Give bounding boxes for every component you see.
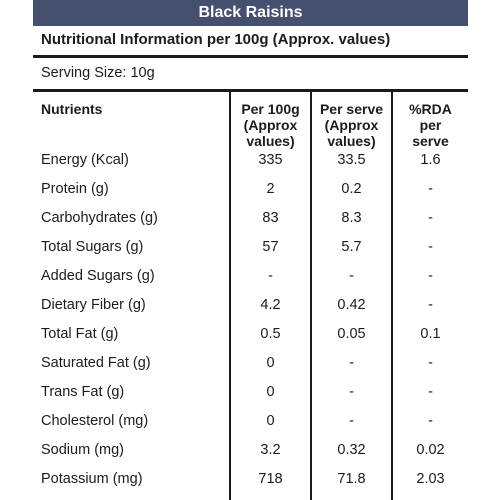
value-per-serve: 0.05 — [337, 325, 366, 342]
table-row: Protein (g) 2 0.2 - — [33, 174, 468, 203]
header-nutrients-label: Nutrients — [41, 101, 103, 117]
header-rda-line3: serve — [412, 133, 449, 149]
value-per-serve: 71.8 — [337, 470, 366, 487]
value-rda: 0.1 — [420, 325, 441, 342]
value-per-serve: 0.2 — [341, 180, 362, 197]
header-rda-line1: %RDA — [409, 101, 452, 117]
nutrient-name: Protein (g) — [41, 180, 109, 197]
value-per-100g: 0 — [266, 354, 275, 371]
nutrient-name: Trans Fat (g) — [41, 383, 125, 400]
value-per-serve: 33.5 — [337, 151, 366, 168]
value-per-100g: 4.2 — [260, 296, 281, 313]
nutrient-name: Added Sugars (g) — [41, 267, 155, 284]
header-per-serve-line2: (Approx — [324, 117, 379, 133]
value-per-100g: 0.5 — [260, 325, 281, 342]
column-divider-3 — [391, 92, 393, 500]
column-divider-1 — [229, 92, 231, 500]
rule-table-top — [33, 89, 468, 92]
value-rda: - — [428, 383, 433, 400]
table-row: Carbohydrates (g) 83 8.3 - — [33, 203, 468, 232]
value-per-100g: - — [268, 267, 273, 284]
value-per-100g: 0 — [266, 383, 275, 400]
serving-size: Serving Size: 10g — [41, 65, 155, 81]
nutrient-name: Sodium (mg) — [41, 441, 124, 458]
nutrient-name: Carbohydrates (g) — [41, 209, 158, 226]
value-per-100g: 3.2 — [260, 441, 281, 458]
nutrient-name: Dietary Fiber (g) — [41, 296, 146, 313]
product-title: Black Raisins — [33, 0, 468, 26]
value-per-100g: 83 — [262, 209, 279, 226]
header-rda: %RDA per serve — [393, 101, 468, 149]
value-per-serve: - — [349, 267, 354, 284]
table-row: Dietary Fiber (g) 4.2 0.42 - — [33, 290, 468, 319]
column-divider-2 — [310, 92, 312, 500]
value-rda: - — [428, 238, 433, 255]
value-rda: - — [428, 354, 433, 371]
header-per-100g-line1: Per 100g — [241, 101, 300, 117]
nutrient-name: Cholesterol (mg) — [41, 412, 149, 429]
nutrient-name: Total Sugars (g) — [41, 238, 144, 255]
table-row: Trans Fat (g) 0 - - — [33, 377, 468, 406]
value-per-serve: 0.32 — [337, 441, 366, 458]
table-row: Sodium (mg) 3.2 0.32 0.02 — [33, 435, 468, 464]
value-rda: - — [428, 180, 433, 197]
value-per-100g: 0 — [266, 412, 275, 429]
header-per-100g-line2: (Approx — [243, 117, 298, 133]
value-rda: - — [428, 412, 433, 429]
header-per-serve-line3: values) — [327, 133, 376, 149]
value-per-serve: - — [349, 383, 354, 400]
value-rda: 0.02 — [416, 441, 445, 458]
table-row: Energy (Kcal) 335 33.5 1.6 — [33, 145, 468, 174]
table-row: Total Fat (g) 0.5 0.05 0.1 — [33, 319, 468, 348]
nutrient-name: Potassium (mg) — [41, 470, 143, 487]
header-per-100g-line3: values) — [246, 133, 295, 149]
table-row: Saturated Fat (g) 0 - - — [33, 348, 468, 377]
nutrient-name: Saturated Fat (g) — [41, 354, 151, 371]
header-nutrients: Nutrients — [41, 101, 221, 117]
value-per-serve: - — [349, 354, 354, 371]
value-per-100g: 718 — [258, 470, 283, 487]
value-per-100g: 335 — [258, 151, 283, 168]
nutrition-panel: Black Raisins Nutritional Information pe… — [33, 0, 468, 500]
header-per-serve: Per serve (Approx values) — [312, 101, 391, 149]
value-rda: 2.03 — [416, 470, 445, 487]
value-rda: 1.6 — [420, 151, 441, 168]
table-row: Added Sugars (g) - - - — [33, 261, 468, 290]
value-per-serve: 5.7 — [341, 238, 362, 255]
value-per-100g: 2 — [266, 180, 275, 197]
value-per-serve: 8.3 — [341, 209, 362, 226]
header-rda-line2: per — [419, 117, 442, 133]
value-per-serve: 0.42 — [337, 296, 366, 313]
value-rda: - — [428, 209, 433, 226]
nutrition-subtitle: Nutritional Information per 100g (Approx… — [41, 31, 391, 48]
table-row: Cholesterol (mg) 0 - - — [33, 406, 468, 435]
rule-top — [33, 55, 468, 58]
header-per-serve-line1: Per serve — [319, 101, 384, 117]
value-rda: - — [428, 267, 433, 284]
table-row: Potassium (mg) 718 71.8 2.03 — [33, 464, 468, 493]
table-row: Total Sugars (g) 57 5.7 - — [33, 232, 468, 261]
value-per-serve: - — [349, 412, 354, 429]
value-per-100g: 57 — [262, 238, 279, 255]
nutrient-name: Energy (Kcal) — [41, 151, 129, 168]
header-per-100g: Per 100g (Approx values) — [231, 101, 310, 149]
nutrient-name: Total Fat (g) — [41, 325, 119, 342]
value-rda: - — [428, 296, 433, 313]
